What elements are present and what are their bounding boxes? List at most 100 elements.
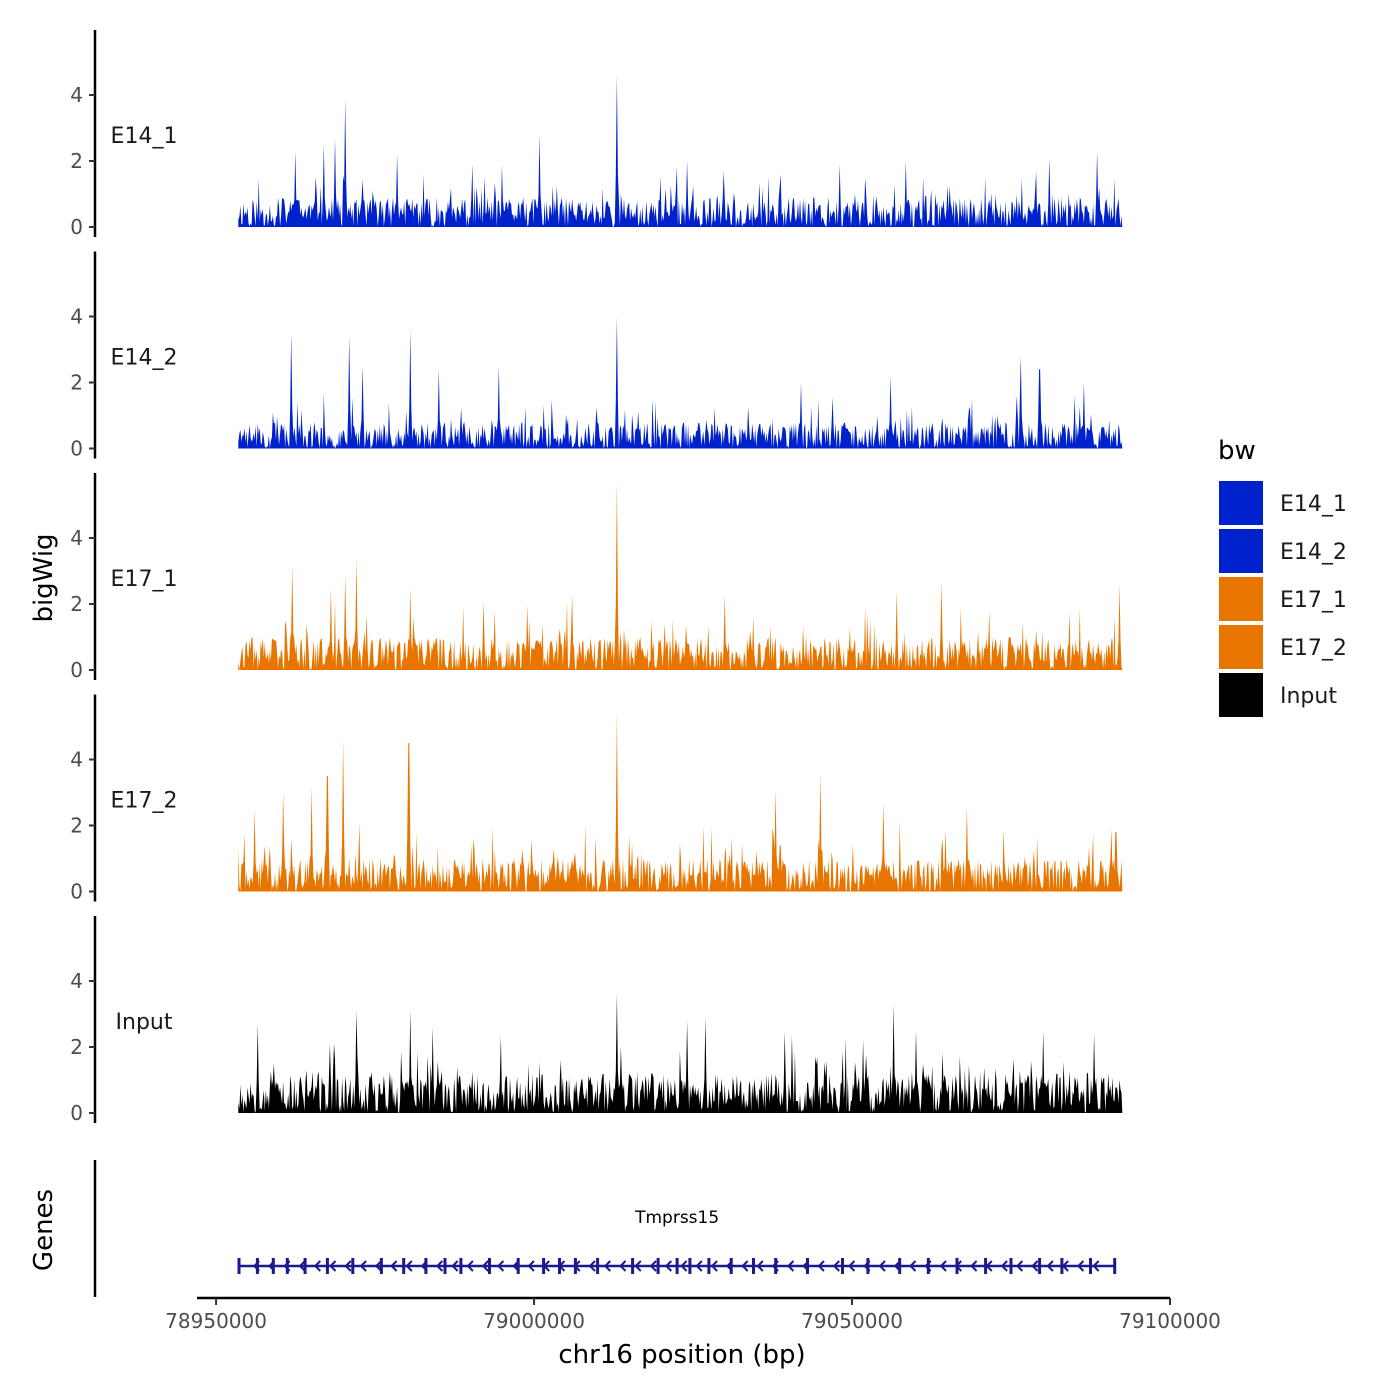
y-tick-label: 0: [70, 658, 83, 682]
gene-exon: [752, 1258, 755, 1274]
strand-arrow: [359, 1260, 367, 1272]
genes-axis-title: Genes: [29, 1189, 59, 1271]
track-label: Input: [116, 1010, 173, 1035]
strand-arrow: [512, 1260, 520, 1272]
signal-area-E17_2: [238, 713, 1123, 892]
legend-key-E14_2: [1217, 527, 1265, 575]
strand-arrow: [710, 1260, 718, 1272]
y-axis-title: bigWig: [29, 533, 59, 622]
strand-arrow: [298, 1260, 306, 1272]
gene-exon: [806, 1258, 809, 1274]
strand-arrow: [527, 1260, 535, 1272]
strand-arrow: [1015, 1260, 1024, 1272]
x-tick-label: 79000000: [483, 1309, 585, 1333]
legend-label: E17_2: [1280, 636, 1347, 661]
track-label: E17_2: [111, 789, 178, 814]
gene-exon: [1009, 1258, 1013, 1274]
legend-label: Input: [1280, 684, 1337, 709]
gene-exon: [516, 1258, 520, 1274]
track-E14_1: 0 2 4 E14_1: [70, 30, 1123, 239]
track-E17_2: 0 2 4 E17_2: [70, 694, 1123, 904]
gene-exon: [351, 1258, 355, 1274]
legend-title: bw: [1218, 436, 1256, 466]
x-tick-label: 79050000: [801, 1309, 903, 1333]
strand-arrow: [603, 1260, 611, 1272]
strand-arrow: [390, 1260, 398, 1272]
strand-arrow: [756, 1260, 764, 1272]
strand-arrow: [329, 1260, 337, 1272]
strand-arrow: [420, 1260, 428, 1272]
strand-arrow: [588, 1260, 596, 1272]
signal-tracks: 0 2 4 E14_1 0 2 4 E14_2 0 2 4 E17_1 0 2 4 E17_2 0 2 4 Input: [70, 30, 1123, 1125]
strand-arrow: [497, 1260, 505, 1272]
gene-exon: [656, 1258, 660, 1274]
strand-arrow: [954, 1260, 963, 1272]
gene-exon: [926, 1258, 930, 1274]
strand-arrow: [695, 1260, 703, 1272]
gene-exon: [596, 1258, 600, 1274]
strand-arrow: [481, 1260, 489, 1272]
strand-arrow: [802, 1260, 810, 1272]
y-tick-label: 2: [70, 371, 83, 395]
y-tick-label: 0: [70, 215, 83, 239]
gene-exon: [443, 1258, 447, 1274]
strand-arrow: [405, 1260, 413, 1272]
strand-arrow: [344, 1260, 352, 1272]
strand-arrow: [848, 1260, 856, 1272]
strand-arrow: [664, 1260, 673, 1272]
strand-arrow: [466, 1260, 474, 1272]
strand-arrow: [313, 1260, 321, 1272]
gene-exon: [285, 1258, 289, 1274]
strand-arrow: [252, 1260, 260, 1272]
strand-arrow: [268, 1260, 276, 1272]
y-tick-label: 2: [70, 149, 83, 173]
gene-exon: [866, 1258, 870, 1274]
legend-label: E14_2: [1280, 540, 1347, 565]
track-Input: 0 2 4 Input: [70, 916, 1123, 1125]
gene-exon: [237, 1258, 241, 1274]
strand-arrow: [619, 1260, 627, 1272]
strand-arrow: [1031, 1260, 1039, 1272]
strand-arrow: [558, 1260, 566, 1272]
x-tick-label: 78950000: [165, 1309, 267, 1333]
legend-label: E14_1: [1280, 492, 1347, 517]
legend-key-E17_1: [1217, 575, 1265, 623]
gene-exon: [488, 1258, 491, 1274]
track-E17_1: 0 2 4 E17_1: [70, 473, 1123, 682]
strand-arrow: [970, 1260, 978, 1272]
signal-area-E17_1: [238, 481, 1123, 670]
x-axis-title: chr16 position (bp): [558, 1340, 805, 1370]
strand-arrow: [1092, 1260, 1100, 1272]
y-tick-label: 4: [70, 748, 83, 772]
gene-track: Tmprss15: [93, 1160, 1117, 1297]
strand-arrow: [832, 1260, 840, 1272]
strand-arrow: [649, 1260, 657, 1272]
gene-exon: [841, 1258, 844, 1274]
y-tick-label: 4: [70, 305, 83, 329]
strand-arrow: [725, 1260, 734, 1272]
y-tick-label: 4: [70, 969, 83, 993]
track-label: E14_2: [111, 346, 178, 371]
track-E14_2: 0 2 4 E14_2: [70, 251, 1123, 461]
gene-exon: [325, 1258, 329, 1274]
strand-arrow: [1046, 1260, 1054, 1272]
strand-arrow: [787, 1260, 795, 1272]
strand-arrow: [893, 1260, 901, 1272]
y-tick-label: 4: [70, 526, 83, 550]
y-tick-label: 0: [70, 437, 83, 461]
gene-exon: [459, 1258, 463, 1274]
strand-arrow: [909, 1260, 917, 1272]
gene-exon: [1113, 1258, 1117, 1274]
gene-exon: [255, 1258, 259, 1274]
gene-exon: [424, 1258, 428, 1274]
strand-arrow: [451, 1260, 459, 1272]
strand-arrow: [771, 1260, 779, 1272]
gene-exon: [1038, 1258, 1042, 1274]
signal-area-E14_1: [238, 75, 1123, 227]
gene-exon: [303, 1258, 307, 1274]
strand-arrow: [878, 1260, 886, 1272]
y-tick-label: 4: [70, 83, 83, 107]
gene-exon: [688, 1258, 692, 1274]
gene-exon: [379, 1258, 383, 1274]
